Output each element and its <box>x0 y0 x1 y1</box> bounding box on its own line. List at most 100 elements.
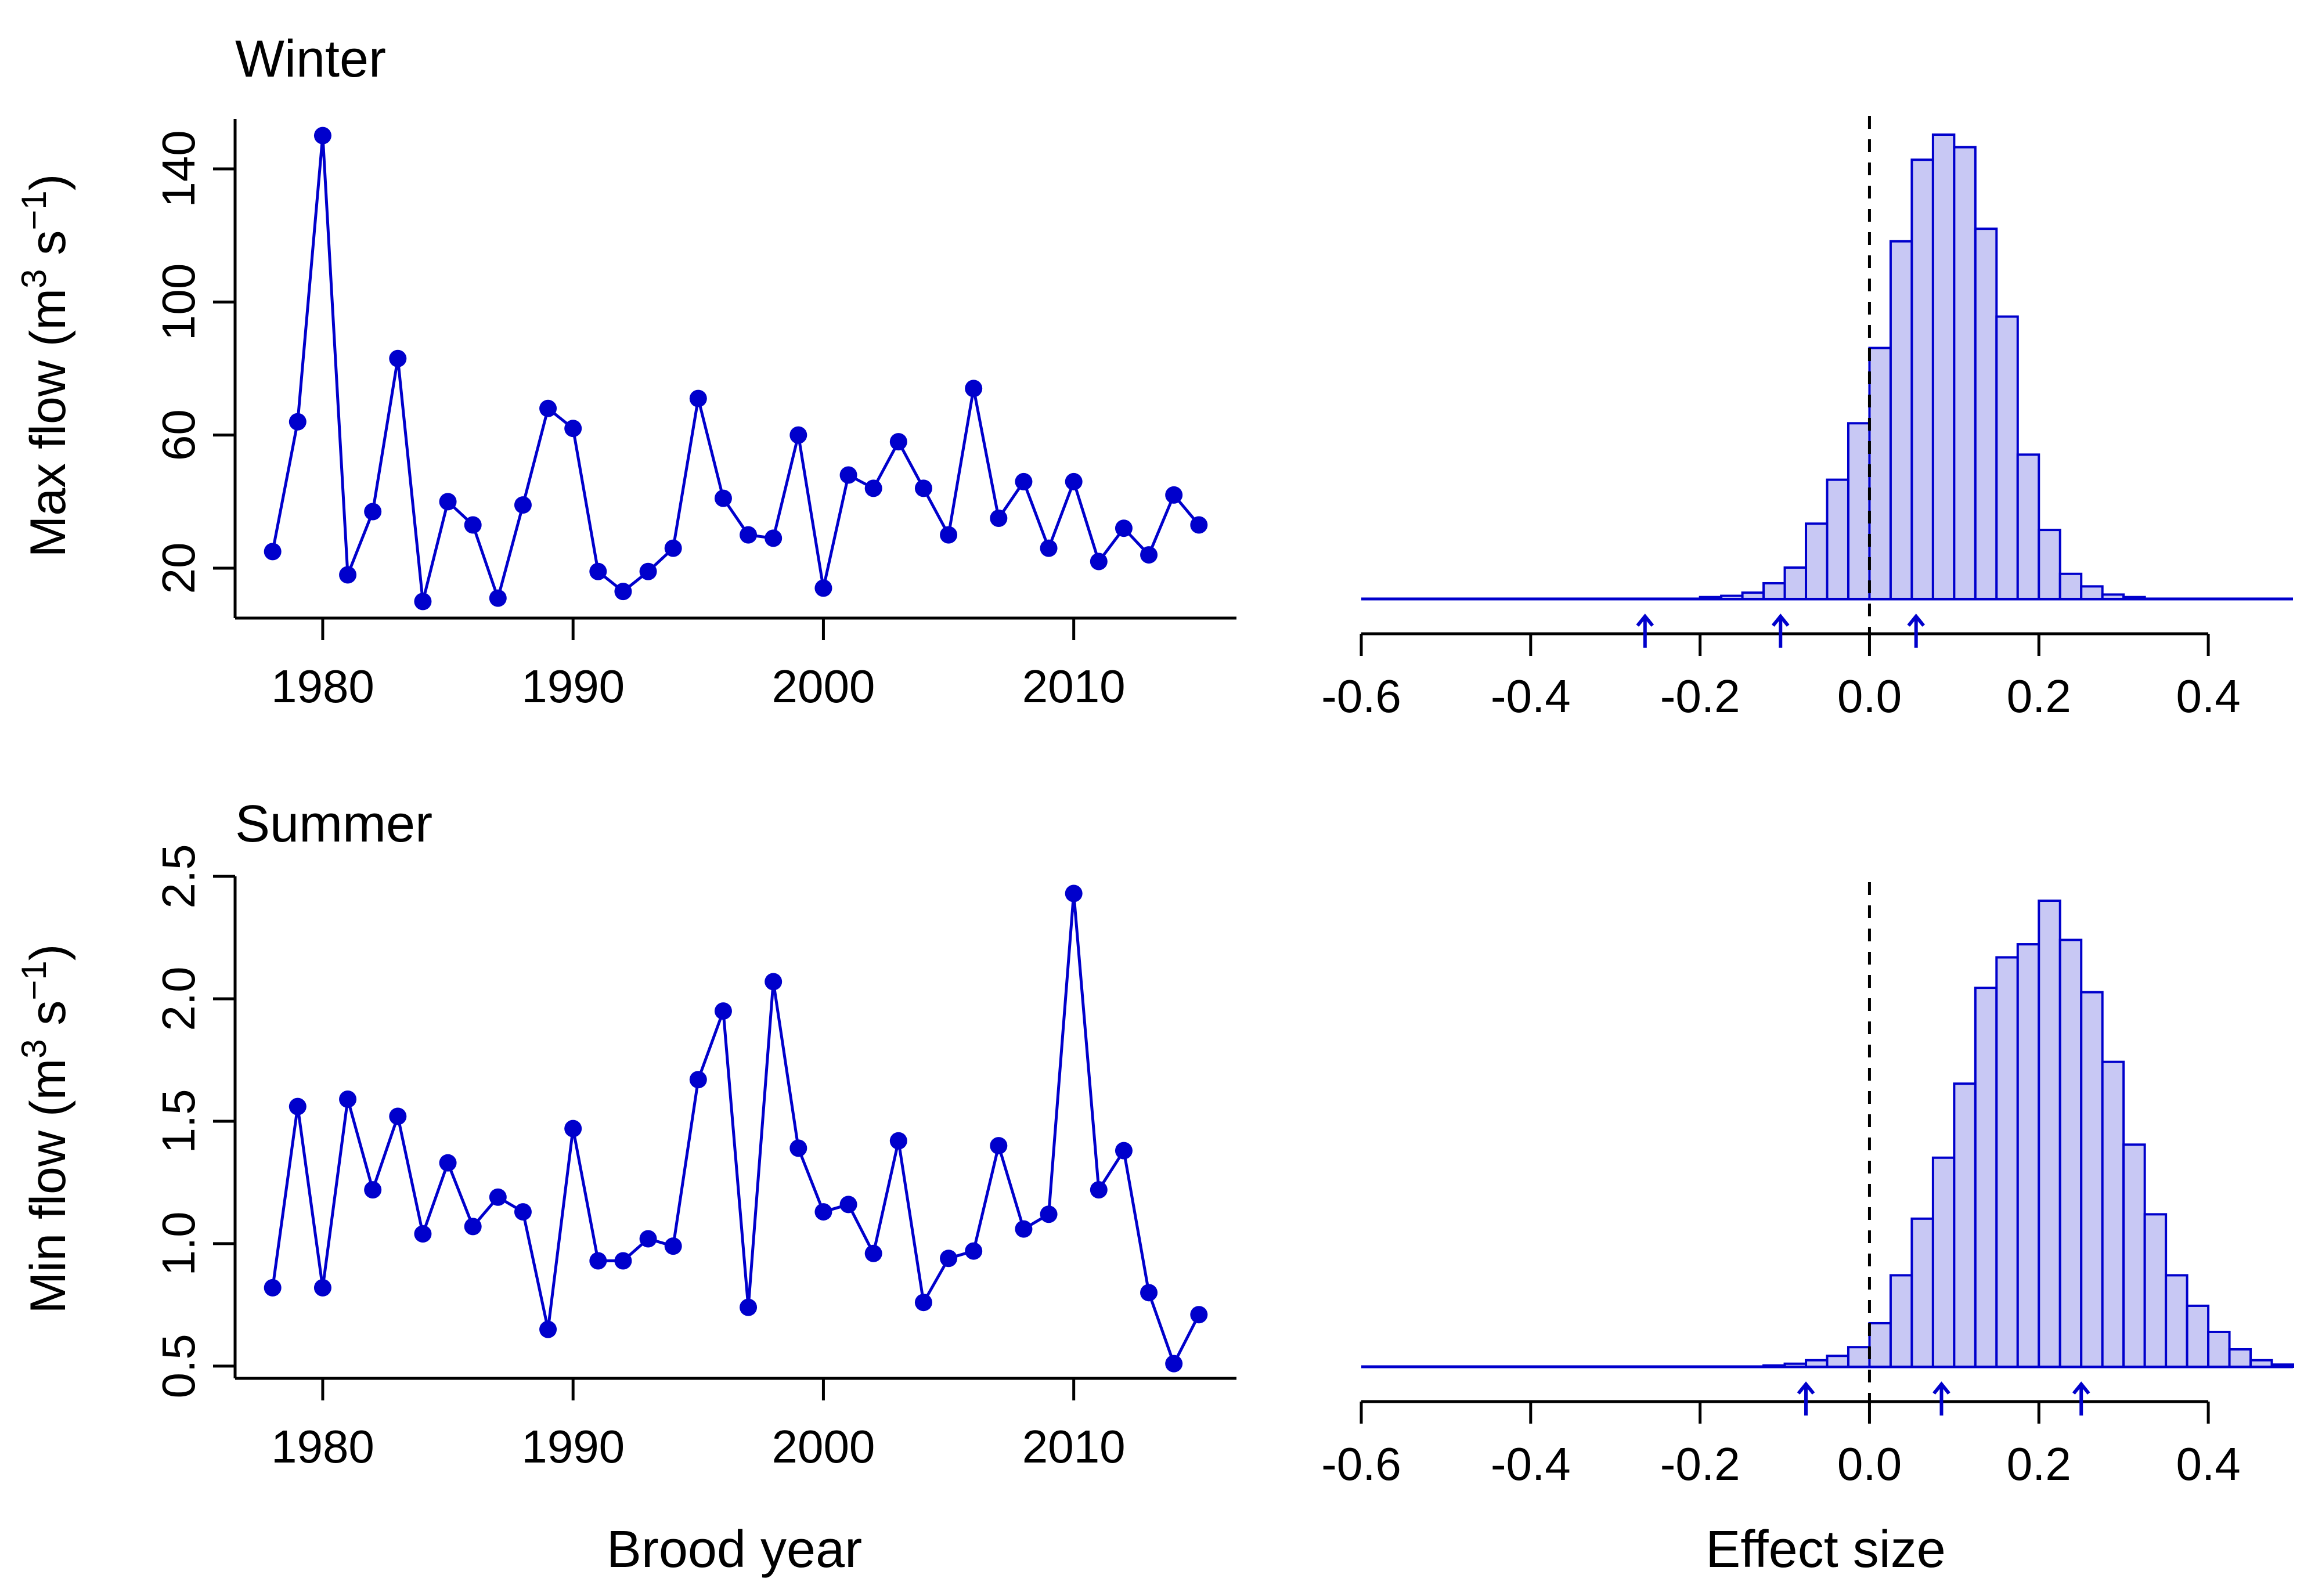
histogram-bar <box>1889 240 1913 600</box>
histogram-bar <box>2038 900 2061 1368</box>
min-flow-ylabel: Min flow (m3 s−1) <box>15 944 77 1314</box>
data-point <box>313 1279 331 1297</box>
histogram-bar <box>2270 1363 2294 1368</box>
histogram-bar <box>1931 1156 1956 1368</box>
histogram-bar <box>2122 595 2146 600</box>
data-point <box>1140 1284 1158 1302</box>
data-point <box>364 503 382 521</box>
histogram-bar <box>2016 943 2040 1368</box>
data-point <box>789 1139 807 1157</box>
data-point <box>789 426 807 444</box>
quantile-arrowhead <box>1771 613 1790 627</box>
data-point <box>364 1181 382 1199</box>
data-point <box>1040 539 1058 557</box>
data-point <box>289 1097 307 1115</box>
histogram-bar <box>1974 987 1998 1368</box>
x-tick-label: 2010 <box>1022 660 1126 712</box>
histogram-bar <box>1889 1274 1913 1368</box>
histogram-bar <box>1953 1082 1977 1368</box>
data-point <box>914 479 932 497</box>
x-tick-label: -0.4 <box>1491 670 1571 722</box>
data-point <box>389 349 407 367</box>
data-point <box>889 1132 907 1150</box>
data-point <box>589 562 607 580</box>
data-point <box>414 593 432 611</box>
data-point <box>414 1225 432 1243</box>
data-point <box>439 1154 457 1172</box>
data-point <box>1165 1355 1183 1373</box>
data-point <box>965 380 983 398</box>
data-point <box>940 1250 958 1268</box>
data-point <box>639 562 657 580</box>
data-point <box>514 496 532 514</box>
data-point <box>264 543 282 561</box>
histogram-bar <box>1995 956 2019 1368</box>
histogram-bar <box>1826 1355 1849 1368</box>
quantile-arrowhead <box>1907 613 1926 627</box>
histogram-bar <box>1910 158 1934 601</box>
histogram-bar <box>1995 315 2019 600</box>
x-tick-label: -0.6 <box>1321 1438 1401 1490</box>
histogram-bar <box>1762 582 1786 600</box>
summer-effect-histogram: -0.6 -0.4 -0.2 0.0 0.2 0.4 <box>1321 882 2294 1490</box>
x-tick-label: 0.0 <box>1837 670 1902 722</box>
data-point <box>489 1188 507 1206</box>
max-flow-ylabel: Max flow (m3 s−1) <box>15 174 77 558</box>
y-tick-label: 2.0 <box>153 966 204 1031</box>
data-point <box>914 1294 932 1312</box>
histogram-bar <box>1931 133 1956 600</box>
x-tick-label: 0.2 <box>2007 1438 2071 1490</box>
data-point <box>940 526 958 544</box>
x-tick-label: 0.0 <box>1837 1438 1902 1490</box>
data-point <box>664 539 682 557</box>
summer-title: Summer <box>235 795 432 853</box>
histogram-bar <box>2186 1304 2210 1368</box>
data-point <box>539 399 557 417</box>
data-point <box>1065 472 1083 490</box>
summer-min-flow-plot: 1980 1990 2000 2010 0.5 1.0 1.5 2.0 2.5 <box>153 844 1236 1472</box>
data-point <box>814 579 832 597</box>
winter-title: Winter <box>235 30 386 88</box>
series-line <box>271 135 1200 604</box>
histogram-bar <box>1953 146 1977 600</box>
histogram-bar <box>1868 1321 1892 1368</box>
data-point <box>1040 1205 1058 1223</box>
brood-year-xlabel: Brood year <box>607 1521 862 1579</box>
y-tick-label: 0.5 <box>153 1334 204 1398</box>
data-point <box>990 1137 1008 1155</box>
data-point <box>765 529 783 547</box>
y-tick-label: 100 <box>153 263 204 341</box>
x-tick-label: 2000 <box>771 660 875 712</box>
y-tick-label: 140 <box>153 130 204 207</box>
histogram-bar <box>2207 1330 2231 1368</box>
x-tick-label: -0.6 <box>1321 670 1401 722</box>
x-tick-label: 1990 <box>521 660 625 712</box>
histogram-bar <box>1699 595 1723 600</box>
data-point <box>564 420 582 438</box>
histogram-bar <box>2101 593 2125 600</box>
histogram-bar <box>2228 1348 2252 1368</box>
x-tick-label: 0.4 <box>2176 1438 2240 1490</box>
data-point <box>614 583 632 601</box>
y-tick-label: 1.0 <box>153 1211 204 1276</box>
histogram-bar <box>1847 422 1871 600</box>
histogram-bar <box>1741 591 1765 601</box>
quantile-arrowhead <box>2072 1381 2090 1395</box>
histogram-bar <box>1826 478 1849 601</box>
quantile-arrowhead <box>1932 1381 1950 1395</box>
data-point <box>1115 519 1133 537</box>
data-point <box>864 479 882 497</box>
histogram-bar <box>2038 529 2061 600</box>
histogram-bar <box>1805 522 1829 600</box>
y-tick-label: 1.5 <box>153 1089 204 1153</box>
y-tick-label: 60 <box>153 409 204 461</box>
quantile-arrowhead <box>1797 1381 1815 1395</box>
histogram-bar <box>1805 1359 1829 1368</box>
data-point <box>714 489 732 507</box>
data-point <box>1140 546 1158 564</box>
data-point <box>990 510 1008 527</box>
x-tick-label: 2010 <box>1022 1421 1126 1472</box>
histogram-bar <box>1783 1362 1808 1368</box>
data-point <box>589 1252 607 1270</box>
y-tick-label: 20 <box>153 543 204 594</box>
